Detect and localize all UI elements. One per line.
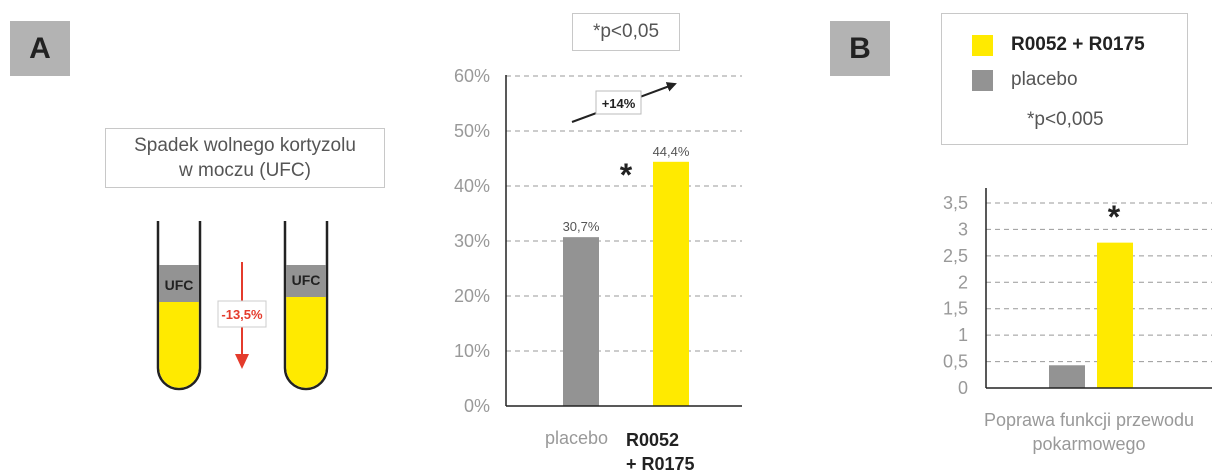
chartA-bar-treatment xyxy=(653,161,689,406)
legend-b: R0052 + R0175 placebo *p<0,005 xyxy=(941,13,1188,145)
increase-label: +14% xyxy=(602,96,636,111)
chart-b-caption-line1: Poprawa funkcji przewodu xyxy=(983,410,1195,430)
legend-label-treatment: R0052 + R0175 xyxy=(1011,34,1145,55)
increase-arrow: +14% xyxy=(571,82,677,123)
chart-a-xlabel-treatment-line2: + R0175 xyxy=(626,454,695,474)
chartB-ytick-label: 2,5 xyxy=(943,246,968,266)
decrease-arrow: -13,5% xyxy=(217,262,267,369)
chart-a-xlabel-placebo: placebo xyxy=(545,428,609,448)
chartB-ytick-label: 1 xyxy=(958,325,968,345)
chartA-ytick-label: 40% xyxy=(454,176,490,196)
chartA-data-label: 44,4% xyxy=(653,144,690,159)
test-tube-right: UFC xyxy=(283,221,329,391)
chart-a-grid xyxy=(506,75,742,352)
chartB-significance-marker: * xyxy=(1108,199,1121,235)
chartA-data-label: 30,7% xyxy=(563,219,600,234)
legend-label-placebo: placebo xyxy=(1011,69,1078,90)
tube-label-right: UFC xyxy=(292,272,321,288)
chart-a: 0% 10% 20% 30% 40% 50% 60% 30,7% 44,4% * +14% xyxy=(454,66,742,416)
tube-label-left: UFC xyxy=(165,277,194,293)
ufc-description-line1: Spadek wolnego kortyzolu xyxy=(134,135,356,156)
legend-swatch-treatment xyxy=(972,34,993,56)
panel-b-badge: B xyxy=(830,21,890,76)
significance-note-a-text: *p<0,05 xyxy=(592,21,660,42)
chartA-bar-placebo xyxy=(563,237,599,406)
test-tube-left: UFC xyxy=(156,221,202,391)
chart-b-bars: * xyxy=(1049,199,1133,388)
chartB-ytick-label: 3 xyxy=(958,219,968,239)
chartA-ytick-label: 0% xyxy=(464,396,490,416)
chart-b-caption-line2: pokarmowego xyxy=(1032,434,1146,454)
chartB-ytick-label: 0,5 xyxy=(943,352,968,372)
chartA-ytick-label: 30% xyxy=(454,231,490,251)
chartB-bar-placebo xyxy=(1049,365,1085,388)
significance-note-a: *p<0,05 xyxy=(572,13,680,51)
chartB-ytick-label: 0 xyxy=(958,378,968,398)
chartA-ytick-label: 20% xyxy=(454,286,490,306)
chartA-ytick-label: 10% xyxy=(454,341,490,361)
chart-b-yticks: 0 0,5 1 1,5 2 2,5 3 3,5 xyxy=(943,193,968,398)
significance-note-b: *p<0,005 xyxy=(1027,109,1104,130)
decrease-label: -13,5% xyxy=(221,307,263,322)
ufc-description-box: Spadek wolnego kortyzolu w moczu (UFC) xyxy=(105,128,385,188)
chartB-ytick-label: 2 xyxy=(958,272,968,292)
panel-a-badge: A xyxy=(10,21,70,76)
legend-item-placebo: placebo xyxy=(972,69,1078,91)
chartA-ytick-label: 50% xyxy=(454,121,490,141)
chartB-ytick-label: 3,5 xyxy=(943,193,968,213)
chartB-bar-treatment xyxy=(1097,242,1133,388)
chart-b-caption: Poprawa funkcji przewodu pokarmowego xyxy=(960,408,1218,456)
ufc-description-line2: w moczu (UFC) xyxy=(179,160,311,181)
chartB-ytick-label: 1,5 xyxy=(943,299,968,319)
legend-item-treatment: R0052 + R0175 xyxy=(972,34,1145,56)
chart-a-xlabel-treatment: R0052 + R0175 xyxy=(626,428,695,476)
chartA-significance-marker: * xyxy=(620,157,633,193)
legend-swatch-placebo xyxy=(972,69,993,91)
chart-a-xlabel-treatment-line1: R0052 xyxy=(626,430,680,450)
chart-a-bars: 30,7% 44,4% * xyxy=(563,144,690,406)
chart-b: 0 0,5 1 1,5 2 2,5 3 3,5 * xyxy=(943,188,1212,398)
chartA-ytick-label: 60% xyxy=(454,66,490,86)
chart-a-yticks: 0% 10% 20% 30% 40% 50% 60% xyxy=(454,66,490,416)
